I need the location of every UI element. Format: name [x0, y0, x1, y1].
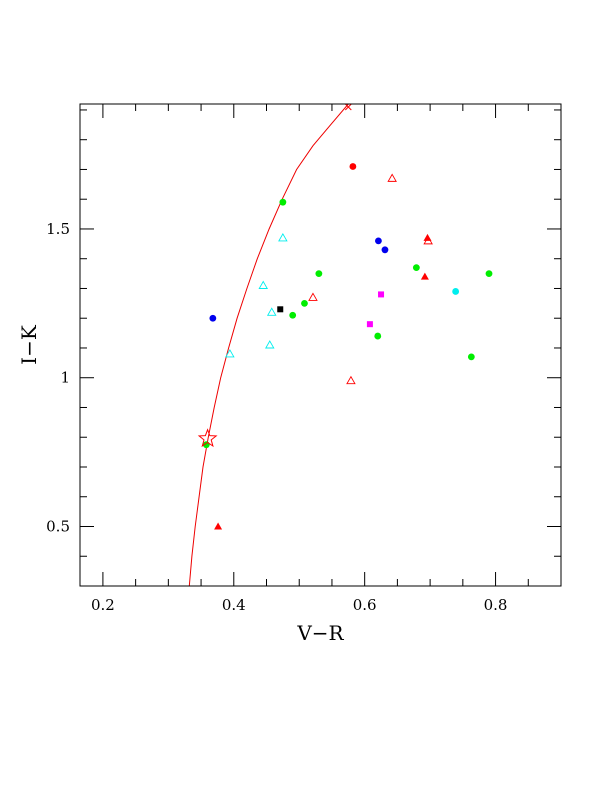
y-tick-label: 1.5: [46, 220, 70, 238]
curve-marker: [344, 103, 352, 111]
data-point: [258, 280, 269, 289]
data-point: [315, 270, 323, 277]
data-point: [301, 299, 308, 307]
tick-labels-layer: 0.2 0.4 0.6 0.8 0.5 1 1.5: [46, 220, 507, 614]
y-tick-label: 0.5: [46, 517, 70, 535]
curve-marker: [197, 428, 218, 448]
data-point: [381, 246, 389, 254]
data-point: [265, 340, 275, 349]
data-point: [279, 198, 287, 206]
data-point: [374, 332, 382, 340]
data-point: [375, 237, 382, 245]
data-point: [349, 163, 357, 170]
data-point: [366, 321, 373, 328]
data-point: [277, 306, 284, 313]
data-point: [278, 232, 288, 242]
y-tick-label: 1: [60, 369, 70, 387]
plot-frame: [79, 103, 562, 587]
x-tick-label: 0.2: [91, 596, 115, 614]
data-point: [452, 288, 460, 295]
points-layer: [197, 103, 493, 530]
data-point: [209, 314, 217, 322]
data-point: [266, 307, 277, 316]
data-point: [420, 272, 429, 280]
x-axis-label: V−R: [296, 621, 344, 645]
data-point: [387, 173, 397, 182]
data-point: [485, 270, 493, 277]
model-curve: [188, 104, 349, 586]
cross-stroke: [344, 103, 352, 111]
x-tick-label: 0.8: [484, 596, 508, 614]
data-point: [225, 349, 235, 358]
data-point: [308, 292, 318, 301]
data-point: [346, 375, 356, 385]
x-tick-label: 0.6: [353, 596, 377, 614]
data-point: [214, 522, 223, 530]
curve-layer: [188, 104, 349, 586]
data-point: [412, 264, 420, 272]
data-point: [378, 291, 385, 298]
data-point: [467, 353, 475, 361]
x-tick-label: 0.4: [222, 596, 246, 614]
y-axis-label: I−K: [17, 324, 41, 365]
ticks-layer: [80, 104, 562, 587]
data-point: [289, 311, 297, 319]
data-point: [423, 235, 433, 245]
